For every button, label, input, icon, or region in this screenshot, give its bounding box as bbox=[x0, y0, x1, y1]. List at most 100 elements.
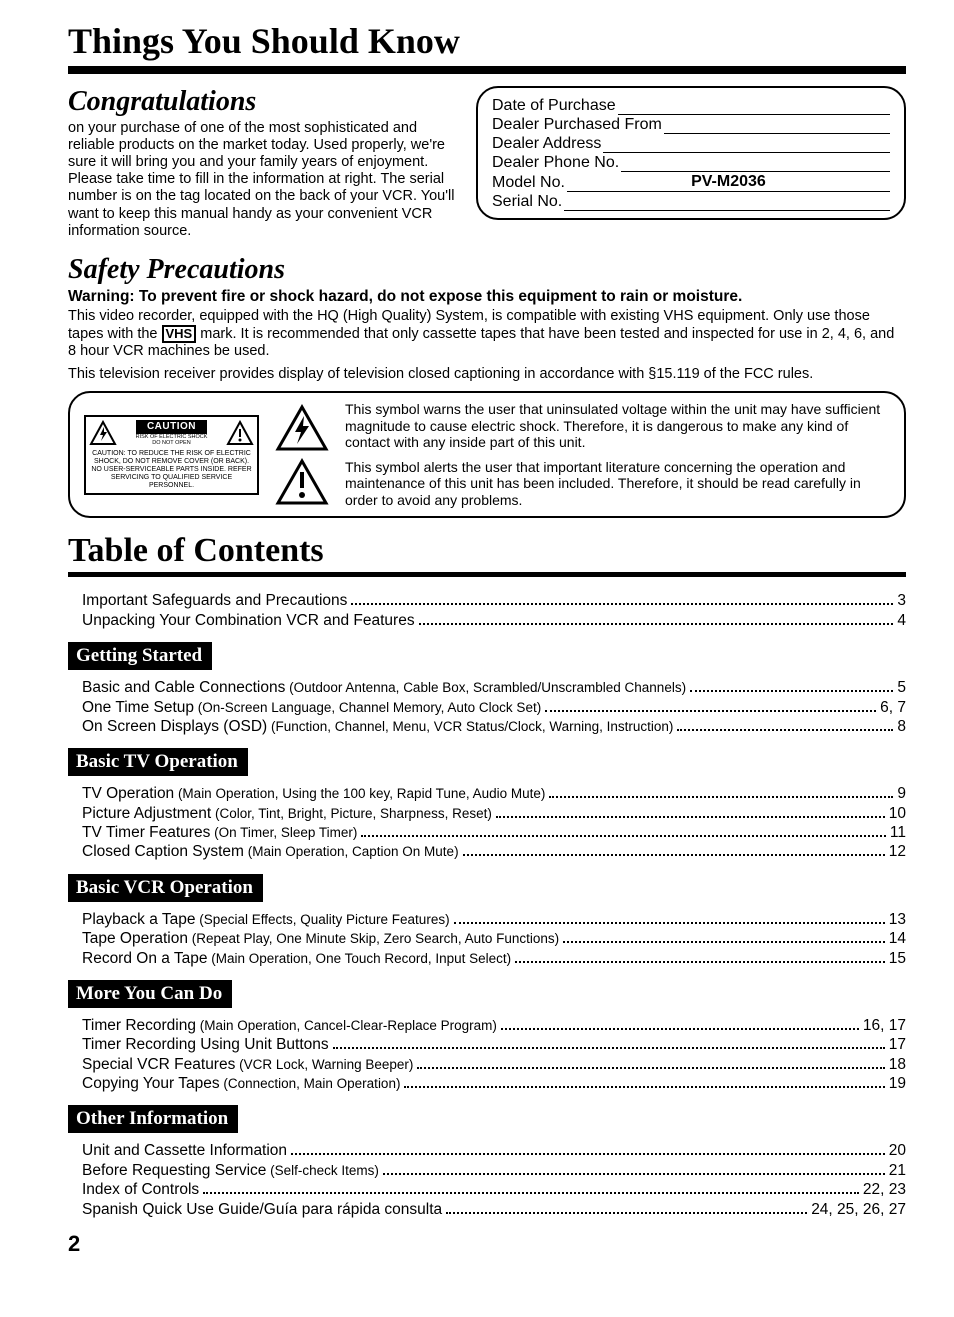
toc-row: Spanish Quick Use Guide/Guía para rápida… bbox=[82, 1200, 906, 1219]
info-line: Model No.PV-M2036 bbox=[492, 173, 890, 192]
toc-label: Unit and Cassette Information bbox=[82, 1141, 287, 1160]
toc-label: Closed Caption System (Main Operation, C… bbox=[82, 842, 459, 861]
toc-row: One Time Setup (On-Screen Language, Chan… bbox=[82, 698, 906, 717]
toc-label: Timer Recording Using Unit Buttons bbox=[82, 1035, 329, 1054]
excl-description: This symbol alerts the user that importa… bbox=[345, 459, 890, 509]
toc-page: 17 bbox=[889, 1035, 906, 1054]
toc-dots bbox=[515, 961, 885, 963]
toc-detail: (Self-check Items) bbox=[266, 1163, 379, 1178]
info-label: Date of Purchase bbox=[492, 97, 616, 115]
caution-sub1: RISK OF ELECTRIC SHOCK bbox=[136, 434, 208, 440]
toc-detail: (On-Screen Language, Channel Memory, Aut… bbox=[194, 700, 541, 715]
congrats-text: on your purchase of one of the most soph… bbox=[68, 120, 458, 240]
toc-dots bbox=[454, 922, 885, 924]
toc-page: 24, 25, 26, 27 bbox=[811, 1200, 906, 1219]
toc-detail: (Outdoor Antenna, Cable Box, Scrambled/U… bbox=[285, 680, 686, 695]
info-value[interactable] bbox=[618, 99, 890, 115]
toc-label: One Time Setup (On-Screen Language, Chan… bbox=[82, 698, 541, 717]
bolt-triangle-icon bbox=[89, 420, 117, 446]
page-number: 2 bbox=[68, 1231, 906, 1257]
toc-label: Important Safeguards and Precautions bbox=[82, 591, 347, 610]
toc-row: Record On a Tape (Main Operation, One To… bbox=[82, 949, 906, 968]
toc-dots bbox=[291, 1153, 885, 1155]
safety-warning: Warning: To prevent fire or shock hazard… bbox=[68, 288, 906, 306]
toc-row: Unit and Cassette Information20 bbox=[82, 1141, 906, 1160]
toc-page: 12 bbox=[889, 842, 906, 861]
toc-label: Before Requesting Service (Self-check It… bbox=[82, 1161, 379, 1180]
info-value[interactable] bbox=[603, 137, 890, 153]
toc-dots bbox=[417, 1067, 884, 1069]
toc-row: Timer Recording Using Unit Buttons 17 bbox=[82, 1035, 906, 1054]
excl-triangle-icon bbox=[226, 420, 254, 446]
toc-row: TV Timer Features (On Timer, Sleep Timer… bbox=[82, 823, 906, 842]
toc-dots bbox=[563, 941, 885, 943]
toc-row: Index of Controls22, 23 bbox=[82, 1180, 906, 1199]
toc-dots bbox=[496, 816, 885, 818]
toc-dots bbox=[545, 710, 876, 712]
toc-label: TV Timer Features (On Timer, Sleep Timer… bbox=[82, 823, 357, 842]
info-label: Dealer Purchased From bbox=[492, 116, 662, 134]
toc-label: Timer Recording (Main Operation, Cancel-… bbox=[82, 1016, 497, 1035]
toc-section-head: Other Information bbox=[68, 1105, 238, 1133]
safety-heading: Safety Precautions bbox=[68, 254, 906, 286]
info-value[interactable] bbox=[621, 156, 890, 172]
toc-label: TV Operation (Main Operation, Using the … bbox=[82, 784, 545, 803]
toc-dots bbox=[446, 1212, 807, 1214]
toc-page: 9 bbox=[897, 784, 906, 803]
toc-dots bbox=[203, 1192, 859, 1194]
toc-dots bbox=[549, 796, 893, 798]
bolt-description: This symbol warns the user that uninsula… bbox=[345, 401, 890, 451]
toc-detail: (Main Operation, Using the 100 key, Rapi… bbox=[174, 786, 545, 801]
info-value[interactable]: PV-M2036 bbox=[567, 173, 890, 192]
toc-detail: (Main Operation, Caption On Mute) bbox=[244, 844, 459, 859]
purchase-info-box: Date of PurchaseDealer Purchased FromDea… bbox=[476, 86, 906, 220]
info-line: Date of Purchase bbox=[492, 97, 890, 115]
toc-page: 4 bbox=[897, 611, 906, 630]
toc-label: Spanish Quick Use Guide/Guía para rápida… bbox=[82, 1200, 442, 1219]
toc-detail: (Connection, Main Operation) bbox=[220, 1076, 401, 1091]
toc-dots bbox=[383, 1173, 885, 1175]
info-label: Dealer Phone No. bbox=[492, 154, 619, 172]
toc-detail: (VCR Lock, Warning Beeper) bbox=[235, 1057, 413, 1072]
toc-row: Unpacking Your Combination VCR and Featu… bbox=[82, 611, 906, 630]
info-value[interactable] bbox=[564, 195, 890, 211]
toc-row: Playback a Tape (Special Effects, Qualit… bbox=[82, 910, 906, 929]
toc-page: 19 bbox=[889, 1074, 906, 1093]
toc-dots bbox=[419, 623, 894, 625]
toc-row: TV Operation (Main Operation, Using the … bbox=[82, 784, 906, 803]
toc-label: Record On a Tape (Main Operation, One To… bbox=[82, 949, 511, 968]
toc-detail: (Special Effects, Quality Picture Featur… bbox=[195, 912, 449, 927]
toc-row: On Screen Displays (OSD) (Function, Chan… bbox=[82, 717, 906, 736]
toc-section-head: More You Can Do bbox=[68, 980, 232, 1008]
info-label: Serial No. bbox=[492, 193, 562, 211]
toc-detail: (Repeat Play, One Minute Skip, Zero Sear… bbox=[188, 931, 559, 946]
toc-page: 21 bbox=[889, 1161, 906, 1180]
toc-label: Special VCR Features (VCR Lock, Warning … bbox=[82, 1055, 413, 1074]
toc-row: Before Requesting Service (Self-check It… bbox=[82, 1161, 906, 1180]
toc-dots bbox=[677, 729, 893, 731]
toc-label: Tape Operation (Repeat Play, One Minute … bbox=[82, 929, 559, 948]
toc-row: Important Safeguards and Precautions3 bbox=[82, 591, 906, 610]
toc-label: Unpacking Your Combination VCR and Featu… bbox=[82, 611, 415, 630]
toc-page: 13 bbox=[889, 910, 906, 929]
congrats-heading: Congratulations bbox=[68, 86, 458, 118]
toc-dots bbox=[333, 1047, 885, 1049]
toc-label: Index of Controls bbox=[82, 1180, 199, 1199]
safety-p2: This television receiver provides displa… bbox=[68, 366, 906, 383]
info-line: Dealer Address bbox=[492, 135, 890, 153]
toc-detail: (Color, Tint, Bright, Picture, Sharpness… bbox=[211, 806, 492, 821]
toc-dots bbox=[690, 690, 893, 692]
toc-row: Picture Adjustment (Color, Tint, Bright,… bbox=[82, 804, 906, 823]
toc-label: Basic and Cable Connections (Outdoor Ant… bbox=[82, 678, 686, 697]
toc-row: Special VCR Features (VCR Lock, Warning … bbox=[82, 1055, 906, 1074]
safety-p1: This video recorder, equipped with the H… bbox=[68, 308, 906, 361]
toc-section-head: Basic TV Operation bbox=[68, 748, 248, 776]
toc-section-head: Basic VCR Operation bbox=[68, 874, 263, 902]
info-value[interactable] bbox=[664, 118, 890, 134]
toc-dots bbox=[463, 854, 885, 856]
info-label: Model No. bbox=[492, 174, 565, 192]
toc-dots bbox=[404, 1086, 884, 1088]
toc-title: Table of Contents bbox=[68, 532, 906, 570]
toc-page: 8 bbox=[897, 717, 906, 736]
bolt-triangle-large-icon bbox=[275, 404, 329, 452]
